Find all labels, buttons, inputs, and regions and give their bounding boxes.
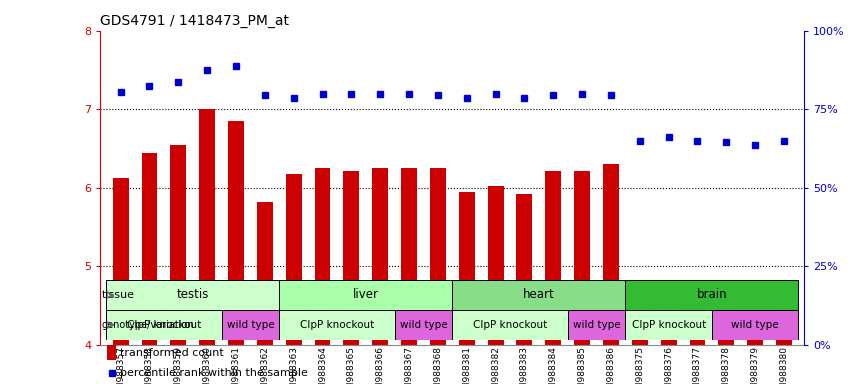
Text: testis: testis [176,288,208,301]
Bar [221,310,279,340]
Bar [625,310,712,340]
Text: percentile rank within the sample: percentile rank within the sample [120,368,308,378]
Bar [106,310,221,340]
Bar [315,168,330,345]
Bar [430,168,446,345]
Bar [453,310,568,340]
Bar [568,310,625,340]
Text: heart: heart [523,288,555,301]
Bar [660,306,677,345]
Bar [488,186,504,345]
Bar [199,109,215,345]
Bar [279,280,453,310]
Bar [459,192,475,345]
Text: ClpP knockout: ClpP knockout [300,320,374,330]
Bar [453,280,625,310]
Text: ClpP knockout: ClpP knockout [127,320,201,330]
Bar [286,174,301,345]
Bar [106,280,279,310]
Bar [776,310,792,345]
Bar [747,328,763,345]
Bar [574,170,590,345]
Bar [718,307,734,345]
Bar [545,170,561,345]
Bar [141,152,157,345]
Bar [712,310,798,340]
Text: brain: brain [697,288,728,301]
Bar [112,179,129,345]
Bar [228,121,244,345]
Text: ClpP knockout: ClpP knockout [631,320,705,330]
Bar [170,145,186,345]
Text: liver: liver [353,288,379,301]
Text: transformed count: transformed count [120,348,224,358]
Bar [689,312,705,345]
Text: wild type: wild type [400,320,448,330]
Text: tissue: tissue [102,290,134,300]
Text: wild type: wild type [226,320,274,330]
Text: wild type: wild type [573,320,620,330]
Text: wild type: wild type [731,320,779,330]
Text: ClpP knockout: ClpP knockout [473,320,547,330]
Bar [631,307,648,345]
Bar [517,194,533,345]
Bar [625,280,798,310]
Bar [257,202,273,345]
Text: GDS4791 / 1418473_PM_at: GDS4791 / 1418473_PM_at [100,14,289,28]
Bar [395,310,453,340]
Bar [344,170,359,345]
Bar [107,345,116,360]
Bar [372,168,388,345]
Bar [279,310,395,340]
Bar [603,164,619,345]
Text: genotype/variation: genotype/variation [102,320,195,330]
Bar [401,168,417,345]
